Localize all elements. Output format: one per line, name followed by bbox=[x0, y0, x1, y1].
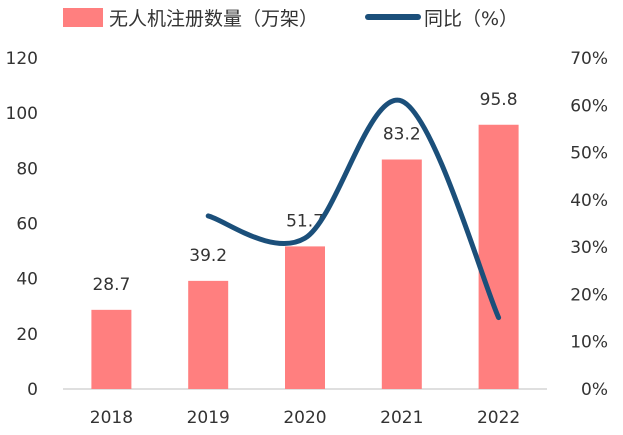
legend-swatch-bar bbox=[63, 8, 103, 27]
right-tick-label: 0% bbox=[581, 380, 608, 400]
legend-label-bar: 无人机注册数量（万架） bbox=[109, 8, 318, 30]
right-tick-label: 10% bbox=[570, 333, 608, 353]
left-tick-label: 120 bbox=[6, 49, 38, 69]
bars bbox=[91, 124, 519, 390]
right-tick-label: 40% bbox=[570, 191, 608, 211]
bar bbox=[188, 280, 229, 389]
x-tick-label: 2019 bbox=[187, 408, 230, 428]
left-tick-label: 60 bbox=[16, 215, 38, 235]
right-tick-label: 50% bbox=[570, 144, 608, 164]
legend-label-line: 同比（%） bbox=[424, 8, 518, 30]
bar-data-label: 28.7 bbox=[92, 275, 130, 295]
left-tick-label: 0 bbox=[27, 380, 38, 400]
yoy-line-series bbox=[205, 97, 502, 321]
x-tick-label: 2021 bbox=[380, 408, 423, 428]
x-tick-label: 2022 bbox=[477, 408, 520, 428]
right-tick-label: 70% bbox=[570, 49, 608, 69]
bar-labels: 28.739.251.783.295.8 bbox=[92, 90, 517, 295]
right-tick-label: 30% bbox=[570, 238, 608, 258]
x-tick-label: 2018 bbox=[90, 408, 133, 428]
yoy-line bbox=[205, 97, 502, 321]
x-tick-label: 2020 bbox=[283, 408, 326, 428]
bar bbox=[285, 246, 325, 389]
x-axis: 2018 2019 2020 2021 2022 bbox=[90, 408, 520, 428]
bar-data-label: 95.8 bbox=[480, 90, 518, 110]
bar bbox=[91, 309, 132, 389]
bar bbox=[478, 124, 519, 390]
right-axis: 0% 10% 20% 30% 40% 50% 60% 70% bbox=[570, 49, 608, 400]
legend: 无人机注册数量（万架） 同比（%） bbox=[63, 8, 518, 30]
bar-data-label: 83.2 bbox=[383, 125, 421, 145]
left-axis: 0 20 40 60 80 100 120 bbox=[6, 49, 38, 400]
left-tick-label: 80 bbox=[16, 159, 38, 179]
left-tick-label: 40 bbox=[16, 270, 38, 290]
right-tick-label: 60% bbox=[570, 96, 608, 116]
left-tick-label: 100 bbox=[6, 104, 38, 124]
bar-data-label: 39.2 bbox=[189, 246, 227, 266]
left-tick-label: 20 bbox=[16, 325, 38, 345]
bar bbox=[381, 159, 422, 389]
right-tick-label: 20% bbox=[570, 285, 608, 305]
